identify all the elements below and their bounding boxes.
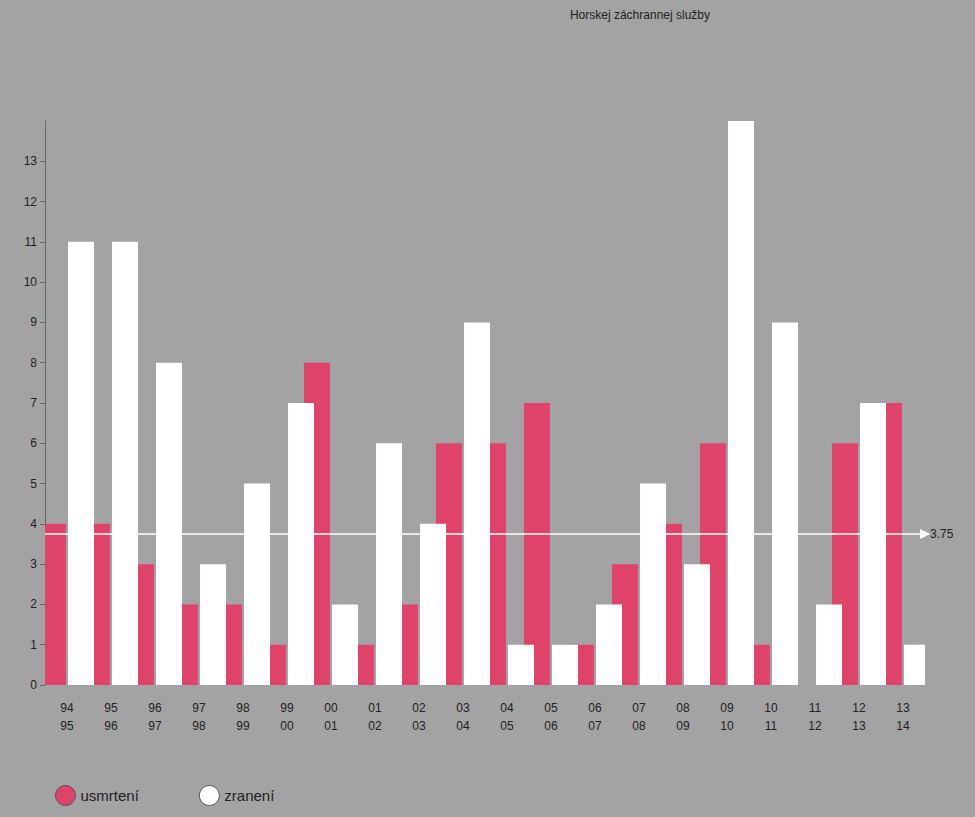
svg-text:11: 11 xyxy=(765,719,778,733)
svg-text:04: 04 xyxy=(456,719,470,733)
svg-text:05: 05 xyxy=(544,701,558,715)
svg-text:97: 97 xyxy=(192,701,206,715)
svg-text:06: 06 xyxy=(588,701,602,715)
svg-text:09: 09 xyxy=(676,719,690,733)
svg-text:3: 3 xyxy=(30,557,37,571)
svg-text:07: 07 xyxy=(588,719,602,733)
svg-text:7: 7 xyxy=(30,396,37,410)
svg-text:95: 95 xyxy=(104,701,118,715)
svg-text:03: 03 xyxy=(412,719,426,733)
svg-text:98: 98 xyxy=(192,719,206,733)
svg-text:0: 0 xyxy=(30,678,37,692)
svg-text:10: 10 xyxy=(24,275,38,289)
svg-text:13: 13 xyxy=(852,719,866,733)
svg-text:01: 01 xyxy=(324,719,338,733)
svg-text:00: 00 xyxy=(280,719,294,733)
svg-text:10: 10 xyxy=(720,719,734,733)
svg-text:02: 02 xyxy=(368,719,382,733)
svg-text:04: 04 xyxy=(500,701,514,715)
svg-text:12: 12 xyxy=(852,701,866,715)
svg-text:96: 96 xyxy=(104,719,118,733)
svg-text:95: 95 xyxy=(60,719,74,733)
svg-text:Horskej záchrannej služby: Horskej záchrannej služby xyxy=(570,8,710,22)
svg-text:00: 00 xyxy=(324,701,338,715)
svg-text:06: 06 xyxy=(544,719,558,733)
svg-text:10: 10 xyxy=(764,701,778,715)
svg-text:4: 4 xyxy=(30,517,37,531)
svg-text:96: 96 xyxy=(148,701,162,715)
svg-text:1: 1 xyxy=(30,638,37,652)
svg-text:99: 99 xyxy=(280,701,294,715)
svg-text:09: 09 xyxy=(720,701,734,715)
svg-text:usmrtení: usmrtení xyxy=(81,787,140,804)
svg-text:2: 2 xyxy=(30,597,37,611)
svg-text:01: 01 xyxy=(368,701,382,715)
svg-text:08: 08 xyxy=(632,719,646,733)
svg-text:zranení: zranení xyxy=(224,787,275,804)
svg-text:13: 13 xyxy=(24,154,38,168)
svg-text:98: 98 xyxy=(236,701,250,715)
svg-text:13: 13 xyxy=(896,701,910,715)
svg-text:07: 07 xyxy=(632,701,646,715)
svg-text:03: 03 xyxy=(456,701,470,715)
svg-text:14: 14 xyxy=(896,719,910,733)
svg-text:02: 02 xyxy=(412,701,426,715)
svg-text:11: 11 xyxy=(809,701,822,715)
svg-text:94: 94 xyxy=(60,701,74,715)
svg-text:12: 12 xyxy=(808,719,822,733)
svg-text:3.75: 3.75 xyxy=(930,527,954,541)
svg-text:9: 9 xyxy=(30,315,37,329)
svg-text:6: 6 xyxy=(30,436,37,450)
svg-text:11: 11 xyxy=(25,235,38,249)
svg-text:97: 97 xyxy=(148,719,162,733)
svg-text:8: 8 xyxy=(30,356,37,370)
svg-text:05: 05 xyxy=(500,719,514,733)
svg-text:5: 5 xyxy=(30,477,37,491)
svg-text:08: 08 xyxy=(676,701,690,715)
svg-text:12: 12 xyxy=(24,195,38,209)
svg-text:99: 99 xyxy=(236,719,250,733)
